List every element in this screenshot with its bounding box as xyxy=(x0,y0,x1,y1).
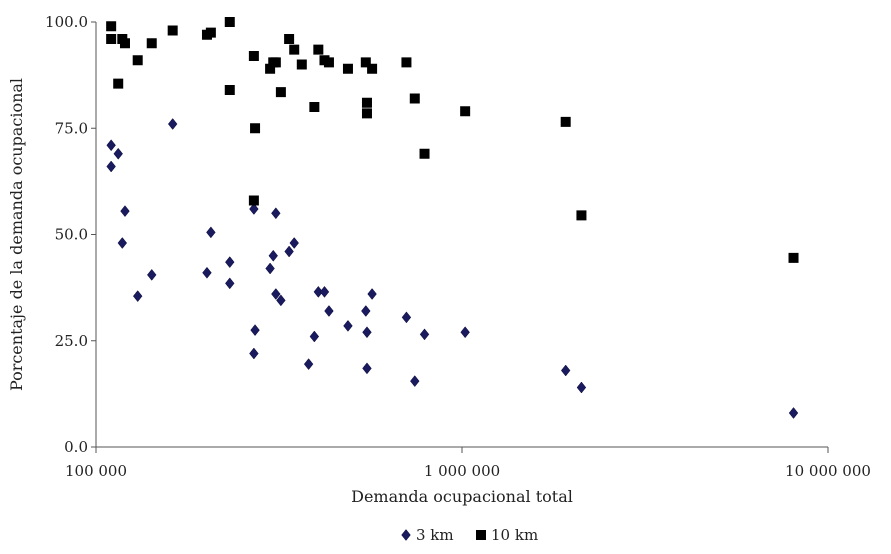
diamond-point xyxy=(249,203,259,215)
square-point xyxy=(313,44,324,55)
square-point xyxy=(224,85,235,95)
diamond-point xyxy=(576,381,587,394)
square-point xyxy=(342,63,353,74)
square-point xyxy=(275,87,286,98)
square-point xyxy=(113,78,124,89)
diamond-point xyxy=(324,305,334,317)
legend: 3 km 10 km xyxy=(401,526,538,544)
diamond-point xyxy=(401,311,412,324)
square-point xyxy=(146,38,157,49)
diamond-point xyxy=(289,237,299,249)
square-point xyxy=(270,57,281,68)
square-point xyxy=(788,252,799,263)
series-1 xyxy=(106,17,799,263)
legend-square-marker xyxy=(476,530,486,540)
y-tick-label: 0.0 xyxy=(64,438,88,456)
diamond-point xyxy=(250,324,260,337)
square-point xyxy=(361,108,372,119)
square-point xyxy=(106,21,117,32)
square-point xyxy=(289,44,300,55)
square-point xyxy=(119,38,130,49)
square-point xyxy=(419,148,430,159)
diamond-point xyxy=(202,266,212,279)
diamond-point xyxy=(147,268,157,281)
x-axis: 100 000 1 000 000 10 000 000 xyxy=(65,446,871,480)
legend-label: 3 km xyxy=(416,526,454,544)
diamond-point xyxy=(206,226,216,239)
diamond-point xyxy=(460,326,470,339)
diamond-point xyxy=(117,237,128,249)
square-point xyxy=(284,34,295,44)
square-point xyxy=(401,57,412,68)
diamond-point xyxy=(362,326,372,339)
diamond-point xyxy=(265,262,275,275)
diamond-point xyxy=(276,294,286,307)
diamond-point xyxy=(167,118,178,130)
legend-diamond-marker xyxy=(401,529,411,541)
diamond-point xyxy=(225,277,235,290)
diamond-point xyxy=(284,245,294,258)
legend-label: 10 km xyxy=(491,526,538,544)
diamond-point xyxy=(113,147,123,160)
square-point xyxy=(167,25,178,36)
y-axis: 0.0 25.0 50.0 75.0 100.0 xyxy=(45,13,97,456)
square-point xyxy=(323,57,334,68)
diamond-point xyxy=(319,285,330,298)
diamond-point xyxy=(419,328,430,341)
square-point xyxy=(205,27,216,38)
square-point xyxy=(132,55,143,66)
y-tick-label: 50.0 xyxy=(55,226,88,244)
diamond-point xyxy=(132,290,143,303)
y-axis-title: Porcentaje de la demanda ocupacional xyxy=(7,78,26,391)
legend-item-0: 3 km xyxy=(401,526,454,544)
diamond-point xyxy=(788,407,799,419)
y-tick-label: 75.0 xyxy=(55,119,88,137)
square-point xyxy=(460,106,471,117)
diamond-point xyxy=(120,205,130,218)
square-point xyxy=(409,93,420,104)
square-point xyxy=(265,63,276,74)
x-tick-label: 1 000 000 xyxy=(424,462,500,480)
square-point xyxy=(250,123,261,134)
diamond-point xyxy=(303,358,314,371)
diamond-point xyxy=(309,330,320,343)
x-tick-label: 100 000 xyxy=(65,462,127,480)
diamond-point xyxy=(410,375,420,388)
legend-item-1: 10 km xyxy=(476,526,538,544)
square-point xyxy=(224,17,235,27)
diamond-point xyxy=(560,364,571,377)
square-point xyxy=(361,97,372,108)
diamond-point xyxy=(106,160,116,173)
square-point xyxy=(576,210,587,221)
diamond-point xyxy=(225,256,235,269)
diamond-point xyxy=(249,347,259,360)
diamond-point xyxy=(361,305,371,317)
series-0 xyxy=(106,118,799,419)
x-axis-title: Demanda ocupacional total xyxy=(351,487,573,506)
diamond-point xyxy=(271,288,281,300)
square-point xyxy=(296,59,307,70)
square-point xyxy=(106,34,117,44)
square-point xyxy=(248,195,259,206)
square-point xyxy=(367,63,378,74)
diamond-point xyxy=(271,207,281,220)
x-tick-label: 10 000 000 xyxy=(785,462,871,480)
square-point xyxy=(560,116,571,127)
square-point xyxy=(248,51,259,61)
series-layer xyxy=(106,17,799,419)
square-point xyxy=(309,102,320,112)
diamond-point xyxy=(367,288,377,300)
square-point xyxy=(360,57,371,68)
diamond-point xyxy=(362,362,372,375)
diamond-point xyxy=(268,249,278,262)
diamond-point xyxy=(106,139,116,152)
y-tick-label: 25.0 xyxy=(55,332,88,350)
y-tick-label: 100.0 xyxy=(45,13,88,31)
diamond-point xyxy=(343,319,353,332)
